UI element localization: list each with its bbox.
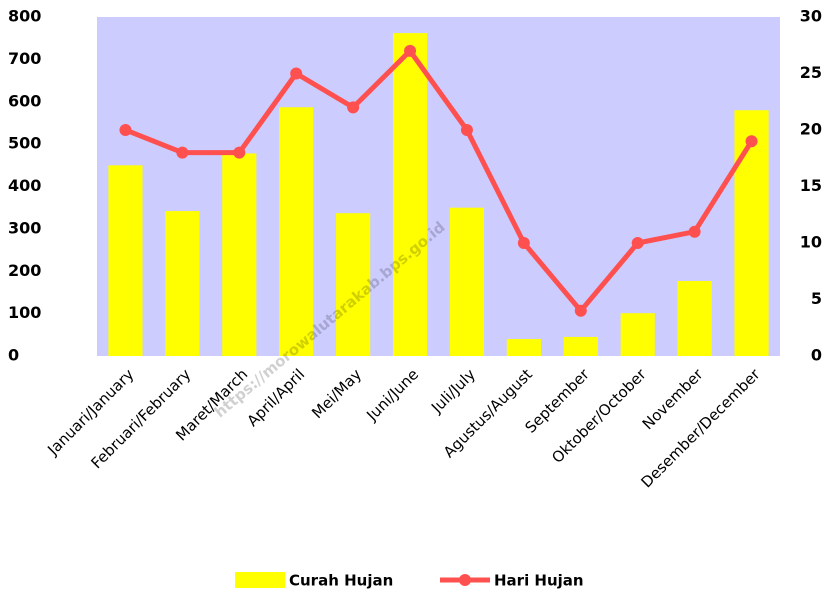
bar — [677, 280, 712, 356]
point — [460, 124, 473, 136]
point — [347, 101, 360, 114]
y-tick-label: 300 — [8, 218, 41, 237]
bar — [563, 336, 598, 356]
legend-swatch — [235, 572, 285, 588]
point — [233, 146, 246, 159]
bar — [620, 313, 655, 356]
y-tick-label: 500 — [8, 134, 41, 153]
bar — [108, 165, 143, 356]
y-tick-label: 400 — [8, 176, 41, 195]
bar — [734, 110, 769, 356]
y2-tick-label: 25 — [800, 63, 822, 82]
y2-tick-label: 30 — [800, 7, 822, 26]
point — [176, 146, 189, 159]
x-tick-label: Februari/February — [87, 365, 194, 472]
point — [631, 237, 644, 249]
y-tick-label: 200 — [8, 261, 41, 280]
y2-tick-label: 10 — [800, 233, 822, 252]
x-tick-label: Juli/July — [427, 365, 479, 417]
y2-tick-label: 0 — [811, 346, 822, 365]
bar — [392, 33, 428, 356]
y-tick-label: 100 — [8, 303, 41, 322]
y-tick-label: 600 — [8, 91, 41, 110]
bar — [279, 107, 314, 356]
point — [688, 225, 701, 238]
y-tick-label: 0 — [8, 346, 19, 365]
point — [745, 135, 758, 148]
bar — [222, 153, 257, 356]
point — [290, 67, 303, 80]
legend-label: Curah Hujan — [289, 572, 393, 590]
bar — [449, 207, 485, 356]
point — [517, 237, 530, 249]
x-tick-label: Juni/June — [362, 365, 422, 425]
y-tick-label: 700 — [8, 49, 41, 68]
bar — [165, 211, 200, 356]
y2-tick-label: 20 — [800, 120, 822, 139]
bar — [506, 339, 541, 356]
point — [574, 304, 587, 317]
legend-swatch — [459, 574, 471, 586]
plot-area — [97, 17, 780, 356]
point — [404, 44, 417, 57]
x-tick-label: Mei/May — [308, 365, 365, 422]
x-tick-label: Oktober/October — [548, 365, 650, 467]
y-tick-label: 800 — [8, 7, 41, 26]
point — [119, 124, 132, 136]
line — [124, 48, 754, 314]
y2-tick-label: 5 — [811, 289, 822, 308]
bar — [336, 213, 371, 356]
y2-tick-label: 15 — [800, 176, 822, 195]
legend-label: Hari Hujan — [494, 572, 584, 590]
